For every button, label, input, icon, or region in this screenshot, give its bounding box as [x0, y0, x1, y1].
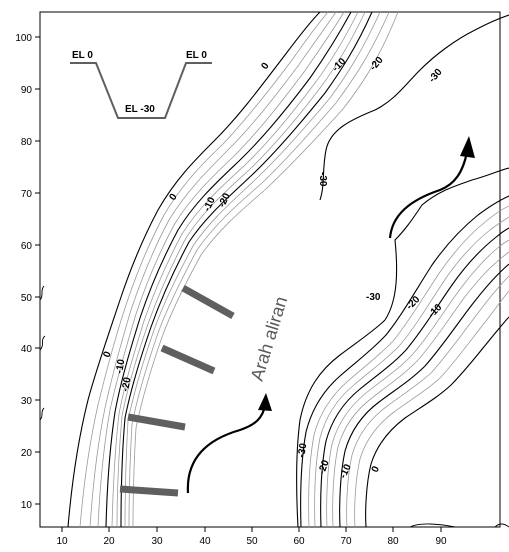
contour-label: -30 — [366, 292, 381, 303]
flow-arrow-upper-head — [460, 136, 475, 158]
x-tick-label: 90 — [435, 536, 447, 547]
y-tick-label: 100 — [15, 33, 32, 44]
x-tick-label: 70 — [340, 536, 352, 547]
groins — [119, 284, 235, 497]
flow-arrow-upper — [388, 151, 469, 239]
contour-label: -10 — [114, 358, 127, 375]
groin-3 — [127, 413, 186, 431]
x-axis: 10 20 30 40 50 60 70 80 90 — [56, 527, 447, 547]
left-bank-contours — [67, 11, 399, 528]
y-tick-label: 10 — [21, 500, 33, 511]
contour-label: -30 — [317, 172, 328, 187]
y-tick-label: 50 — [21, 293, 33, 304]
inset-left-label: EL 0 — [72, 50, 93, 61]
contour-label: 0 — [101, 350, 113, 359]
contour-label: -20 — [404, 294, 422, 312]
contour-label: -10 — [338, 462, 354, 480]
inset-cross-section: EL 0 EL 0 EL -30 — [70, 50, 212, 119]
x-tick-label: 20 — [103, 536, 115, 547]
flow-arrow-lower-head — [258, 393, 272, 411]
x-tick-label: 50 — [246, 536, 258, 547]
contour-label: -10 — [202, 195, 218, 213]
contour-label: -10 — [330, 56, 348, 74]
cross-section-profile — [70, 62, 212, 119]
x-tick-label: 80 — [387, 536, 399, 547]
x-tick-label: 40 — [199, 536, 211, 547]
y-tick-label: 20 — [21, 448, 33, 459]
x-tick-label: 60 — [293, 536, 305, 547]
plot-frame — [39, 11, 501, 528]
inset-right-label: EL 0 — [186, 50, 207, 61]
contour-label: -30 — [427, 66, 445, 84]
y-tick-label: 80 — [21, 137, 33, 148]
contour-label: 0 — [370, 464, 383, 474]
y-tick-label: 30 — [21, 396, 33, 407]
contour-label: -20 — [120, 376, 133, 393]
x-tick-label: 30 — [151, 536, 163, 547]
right-bank-contours — [300, 195, 509, 528]
y-tick-label: 90 — [21, 85, 33, 96]
groin-4 — [119, 485, 179, 497]
y-tick-label: 70 — [21, 189, 33, 200]
groin-2 — [160, 344, 216, 375]
inset-bottom-label: EL -30 — [125, 104, 155, 115]
flow-direction-label: Arah aliran — [247, 294, 292, 383]
x-tick-label: 10 — [56, 536, 68, 547]
y-tick-label: 60 — [21, 241, 33, 252]
edge-contour-fragments — [39, 285, 509, 528]
flow-arrow-lower — [186, 404, 267, 494]
contour-label: -20 — [217, 191, 233, 209]
contour-label: 0 — [167, 191, 179, 202]
y-tick-label: 40 — [21, 344, 33, 355]
contour-label: 0 — [259, 60, 271, 71]
flow-arrows — [186, 136, 475, 494]
channel-bed-contours — [296, 14, 509, 528]
contour-label: -30 — [296, 442, 309, 459]
groin-1 — [181, 284, 235, 320]
contour-label: -20 — [368, 54, 386, 72]
y-axis: 10 20 30 40 50 60 70 80 90 100 — [15, 33, 40, 511]
contour-label: -20 — [316, 458, 331, 476]
